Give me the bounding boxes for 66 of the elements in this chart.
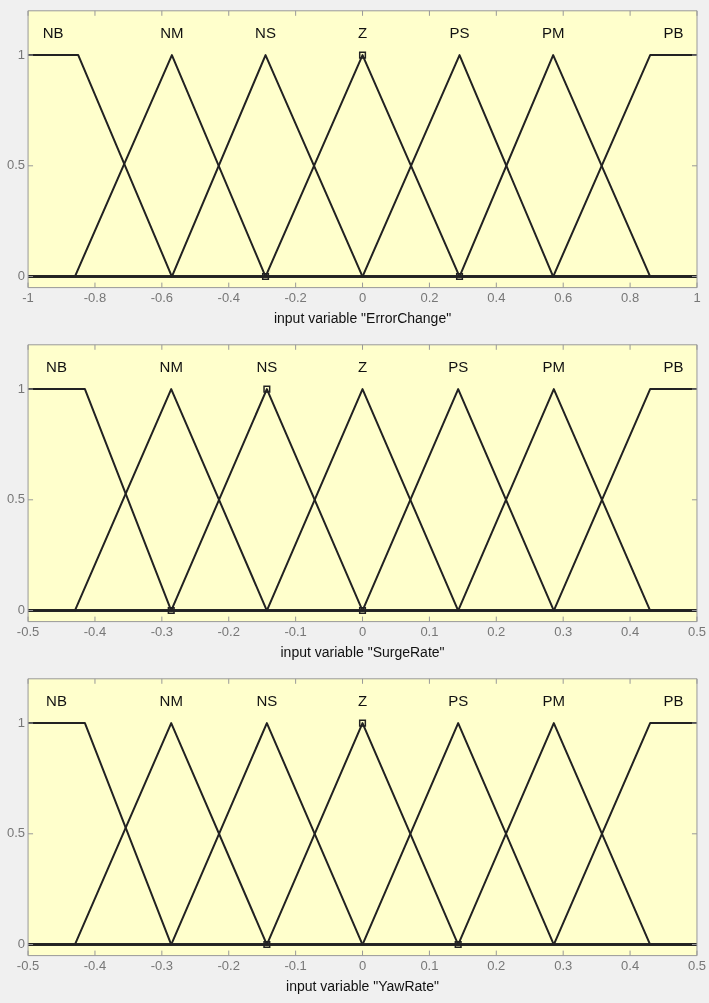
series-label: PS (449, 23, 470, 41)
x-tick-label: -0.1 (284, 957, 307, 973)
y-tick-label: 1 (17, 380, 26, 396)
y-tick-label: 1 (17, 46, 26, 62)
x-tick-label: 0 (358, 289, 367, 305)
y-tick-label: 0.5 (6, 491, 26, 507)
x-tick-label: -0.4 (83, 957, 107, 973)
x-tick-label: 0 (358, 623, 367, 639)
series-label: Z (357, 23, 368, 41)
x-tick-label: 0.4 (621, 957, 640, 973)
x-tick-label: -0.5 (16, 623, 40, 639)
series-label: NM (159, 357, 183, 375)
x-tick-label: -1 (22, 289, 34, 305)
x-tick-label: 0 (358, 957, 367, 973)
series-label: PB (663, 691, 684, 709)
x-tick-label: 0.2 (487, 957, 506, 973)
x-tick-label: 0.3 (554, 957, 573, 973)
y-tick-label: 0 (17, 602, 26, 618)
x-tick-label: -0.2 (284, 289, 307, 305)
x-tick-label: 0.4 (621, 623, 640, 639)
series-label: PM (541, 23, 565, 41)
x-tick-label: -0.3 (150, 957, 174, 973)
series-label: NS (256, 357, 278, 375)
series-label: NM (159, 691, 183, 709)
x-tick-label: -0.5 (16, 957, 40, 973)
series-label: PM (542, 691, 566, 709)
y-tick-label: 1 (17, 714, 26, 730)
x-tick-label: 0.5 (687, 623, 706, 639)
series-label: NM (160, 23, 184, 41)
x-tick-label: 0.3 (554, 623, 573, 639)
series-label: PB (663, 23, 684, 41)
x-tick-label: -0.8 (83, 289, 107, 305)
series-label: PM (542, 357, 566, 375)
y-tick-label: 0 (17, 268, 26, 284)
series-label: NB (46, 691, 67, 709)
x-tick-label: 0.4 (487, 289, 506, 305)
x-tick-label: -0.4 (83, 623, 107, 639)
series-label: PB (663, 357, 684, 375)
x-tick-label: 0.2 (420, 289, 439, 305)
x-tick-label: -0.1 (284, 623, 307, 639)
x-axis-title: input variable "SurgeRate" (280, 644, 445, 661)
series-label: NS (255, 23, 276, 41)
y-tick-label: 0 (17, 936, 26, 952)
series-label: PS (448, 357, 469, 375)
x-tick-label: -0.4 (217, 289, 240, 305)
y-tick-label: 0.5 (6, 825, 26, 841)
x-tick-label: -0.2 (217, 957, 240, 973)
x-tick-label: 0.1 (420, 623, 439, 639)
x-axis-title: input variable "ErrorChange" (273, 310, 452, 327)
x-tick-label: -0.2 (217, 623, 240, 639)
x-tick-label: 0.2 (487, 623, 506, 639)
series-label: NB (42, 23, 64, 41)
x-tick-label: 0.5 (687, 957, 706, 973)
series-label: NB (46, 357, 67, 375)
y-tick-label: 0.5 (6, 157, 26, 173)
series-label: Z (357, 691, 368, 709)
x-tick-label: 1 (693, 289, 701, 305)
series-label: NS (256, 691, 278, 709)
series-label: PS (448, 691, 469, 709)
x-tick-label: 0.6 (554, 289, 573, 305)
x-tick-label: -0.6 (150, 289, 174, 305)
x-axis-title: input variable "YawRate" (286, 978, 439, 995)
x-tick-label: -0.3 (150, 623, 174, 639)
x-tick-label: 0.1 (420, 957, 439, 973)
series-label: Z (357, 357, 368, 375)
x-tick-label: 0.8 (621, 289, 640, 305)
